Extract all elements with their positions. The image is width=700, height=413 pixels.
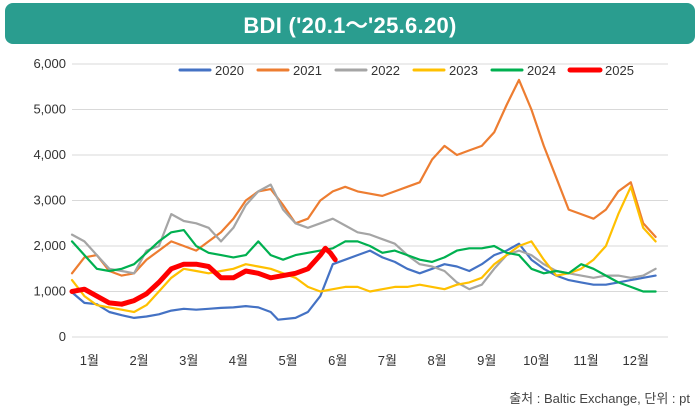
x-tick-label: 9월 bbox=[477, 353, 496, 368]
title-banner: BDI ('20.1～'25.6.20) bbox=[5, 3, 695, 44]
legend-label-2025: 2025 bbox=[605, 63, 634, 78]
y-tick-label: 1,000 bbox=[33, 284, 66, 299]
x-tick-label: 8월 bbox=[427, 353, 446, 368]
series-line-2023 bbox=[70, 185, 657, 314]
series-line-2024 bbox=[70, 229, 657, 293]
x-tick-label: 3월 bbox=[179, 353, 198, 368]
x-tick-label: 12월 bbox=[623, 353, 649, 368]
legend-label-2024: 2024 bbox=[527, 63, 556, 78]
x-tick-label: 2월 bbox=[129, 353, 148, 368]
x-tick-label: 4월 bbox=[229, 353, 248, 368]
chart-title: BDI ('20.1～'25.6.20) bbox=[243, 12, 457, 38]
legend-label-2023: 2023 bbox=[449, 63, 478, 78]
x-tick-label: 10월 bbox=[523, 353, 549, 368]
x-tick-label: 5월 bbox=[278, 353, 297, 368]
series-line-2021 bbox=[70, 78, 657, 277]
series-line-2025 bbox=[69, 245, 338, 307]
y-tick-label: 4,000 bbox=[33, 147, 66, 162]
legend-label-2021: 2021 bbox=[293, 63, 322, 78]
chart-area: 0 1,000 2,000 3,000 4,000 5,000 6,000 1월 2월 3월 4월 5… bbox=[33, 56, 668, 368]
source-note: 출처 : Baltic Exchange, 단위 : pt bbox=[509, 391, 690, 406]
series-line-2020 bbox=[70, 242, 657, 321]
x-tick-label: 1월 bbox=[80, 353, 99, 368]
x-tick-label: 11월 bbox=[573, 353, 598, 368]
y-tick-label: 0 bbox=[59, 329, 66, 344]
y-tick-label: 3,000 bbox=[33, 193, 66, 208]
y-tick-label: 5,000 bbox=[33, 102, 66, 117]
legend-label-2020: 2020 bbox=[215, 63, 244, 78]
x-tick-label: 7월 bbox=[378, 353, 397, 368]
legend-label-2022: 2022 bbox=[371, 63, 400, 78]
y-tick-label: 2,000 bbox=[33, 238, 66, 253]
y-tick-label: 6,000 bbox=[33, 56, 66, 71]
x-tick-label: 6월 bbox=[328, 353, 347, 368]
